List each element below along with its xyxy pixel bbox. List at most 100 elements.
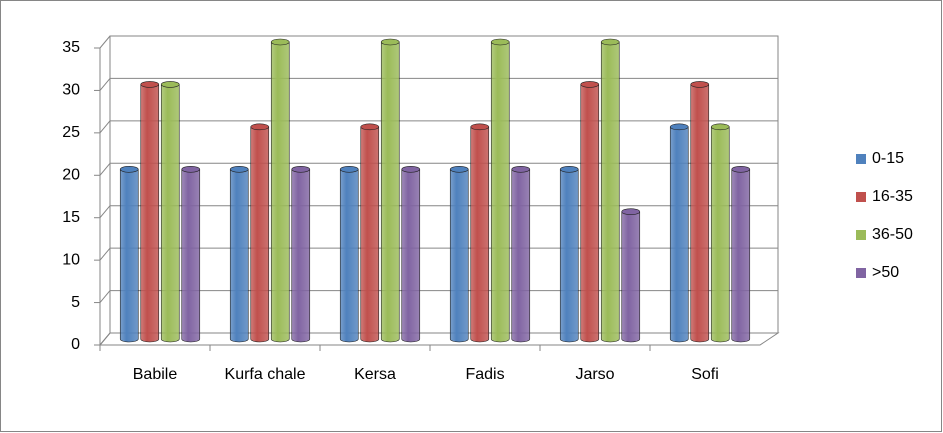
bar-body (160, 84, 180, 343)
bar-top (621, 208, 641, 216)
bar-body (580, 84, 600, 343)
bar-top (181, 165, 201, 173)
bar-body (229, 168, 249, 343)
bar-body (669, 126, 689, 343)
bar-top (270, 38, 290, 46)
y-tick-label: 15 (62, 209, 80, 226)
bar-body (140, 84, 160, 343)
bar (731, 165, 751, 343)
bar-body (690, 84, 710, 343)
y-tick-label: 10 (62, 251, 80, 268)
bar-top (710, 123, 730, 131)
bar (160, 81, 180, 343)
bar-body (291, 168, 311, 343)
bar-top (690, 81, 710, 88)
grid-line-side (99, 120, 111, 134)
bar-body (490, 41, 510, 343)
grid-line-side (99, 247, 111, 261)
bar (690, 81, 710, 343)
bar (710, 123, 730, 343)
grid-line-side (99, 35, 111, 49)
bar-body (119, 168, 139, 343)
legend-label: 36-50 (872, 226, 913, 243)
bar-body (621, 211, 641, 343)
x-tick-label: Sofi (691, 366, 719, 383)
bar-top (669, 123, 689, 131)
x-tick-label: Jarso (575, 366, 614, 383)
bar (580, 81, 600, 343)
bar-body (710, 126, 730, 343)
grid-line-side (99, 332, 111, 346)
y-tick-label: 25 (62, 124, 80, 141)
bar (511, 165, 531, 343)
bar-top (291, 165, 311, 173)
bar (229, 165, 249, 343)
grid-line-side (99, 205, 111, 219)
bar (250, 123, 270, 343)
bar-body (511, 168, 531, 343)
bar-body (600, 41, 620, 343)
legend-swatch (856, 268, 866, 278)
bar-top (250, 123, 270, 131)
bar (291, 165, 311, 343)
bar (119, 165, 139, 343)
bar-body (360, 126, 380, 343)
x-tick-label: Kurfa chale (225, 366, 306, 383)
bar-top (511, 165, 531, 173)
bar-top (600, 38, 620, 46)
y-tick-label: 20 (62, 167, 80, 184)
x-tick-label: Kersa (354, 366, 396, 383)
legend-label: >50 (872, 264, 899, 281)
bar (360, 123, 380, 343)
grid-line-side (99, 290, 111, 303)
legend-swatch (856, 192, 866, 202)
bar (621, 208, 641, 343)
legend-swatch (856, 154, 866, 164)
bar-top (559, 165, 579, 173)
bar-body (559, 168, 579, 343)
bar-body (181, 168, 201, 343)
x-tick-label: Fadis (465, 366, 504, 383)
legend-swatch (856, 230, 866, 240)
y-tick-label: 0 (71, 336, 80, 353)
bar (470, 123, 490, 343)
bar (559, 165, 579, 343)
bar (490, 38, 510, 343)
grid-line-side (99, 78, 111, 91)
bar-top (360, 123, 380, 131)
y-tick-label: 5 (71, 294, 80, 311)
bar-top (380, 38, 400, 46)
bar-body (380, 41, 400, 343)
y-tick-label: 35 (62, 39, 80, 56)
grid-line-side (99, 162, 111, 176)
bar (339, 165, 359, 343)
bar-body (270, 41, 290, 343)
bar (270, 38, 290, 343)
bar-top (490, 38, 510, 46)
bar (401, 165, 421, 343)
bar-top (140, 81, 160, 88)
bar-body (449, 168, 469, 343)
bar-top (580, 81, 600, 88)
bar-top (470, 123, 490, 131)
bar-top (229, 165, 249, 173)
bar-top (160, 81, 180, 88)
bar (669, 123, 689, 343)
bar-body (339, 168, 359, 343)
bar-top (731, 165, 751, 173)
bar (600, 38, 620, 343)
bar-top (401, 165, 421, 173)
bar (380, 38, 400, 343)
bar-body (470, 126, 490, 343)
y-tick-label: 30 (62, 82, 80, 99)
legend-label: 0-15 (872, 150, 904, 167)
bar (181, 165, 201, 343)
bar-top (449, 165, 469, 173)
bar-body (731, 168, 751, 343)
bar-body (401, 168, 421, 343)
bar-top (119, 165, 139, 173)
x-tick-label: Babile (133, 366, 178, 383)
legend-label: 16-35 (872, 188, 913, 205)
